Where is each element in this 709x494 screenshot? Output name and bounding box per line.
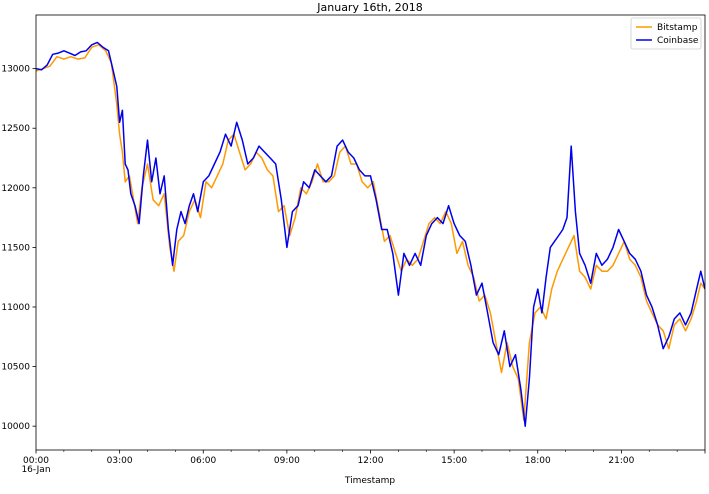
x-tick-label-0600: 06:00 <box>190 456 216 466</box>
y-tick-label-10000: 10000 <box>1 422 30 432</box>
y-tick-label-12500: 12500 <box>1 124 30 134</box>
legend-box <box>630 17 702 50</box>
x-tick-label-2100: 21:00 <box>608 456 634 466</box>
y-tick-label-11500: 11500 <box>1 243 30 253</box>
legend-label-coinbase: Coinbase <box>657 36 699 46</box>
plot-frame <box>35 14 706 451</box>
series-line-coinbase <box>36 41 705 427</box>
y-tick-label-10500: 10500 <box>1 363 30 373</box>
x-tick-label-0000: 00:00 <box>23 456 49 466</box>
x-tick-sublabel: 16-Jan <box>21 465 50 475</box>
x-tick-label-0300: 03:00 <box>107 456 133 466</box>
legend-label-bitstamp: Bitstamp <box>657 23 698 33</box>
x-tick-label-0900: 09:00 <box>274 456 300 466</box>
x-tick-label-1800: 18:00 <box>525 456 551 466</box>
x-axis-label: Timestamp <box>344 476 396 486</box>
x-tick-label-1200: 12:00 <box>358 456 384 466</box>
series-line-bitstamp <box>36 44 705 421</box>
x-tick-label-1500: 15:00 <box>441 456 467 466</box>
y-tick-label-12000: 12000 <box>1 184 30 194</box>
chart-title: January 16th, 2018 <box>316 1 422 14</box>
y-tick-label-11000: 11000 <box>1 303 30 313</box>
y-tick-label-13000: 13000 <box>1 65 30 75</box>
